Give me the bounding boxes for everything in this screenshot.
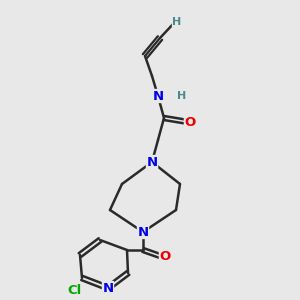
Text: H: H <box>177 91 187 101</box>
Text: N: N <box>146 155 158 169</box>
Text: Cl: Cl <box>68 284 82 296</box>
Text: N: N <box>152 89 164 103</box>
Text: H: H <box>172 17 182 27</box>
Text: O: O <box>159 250 171 263</box>
Text: O: O <box>184 116 196 128</box>
Text: N: N <box>137 226 148 238</box>
Text: N: N <box>102 281 114 295</box>
